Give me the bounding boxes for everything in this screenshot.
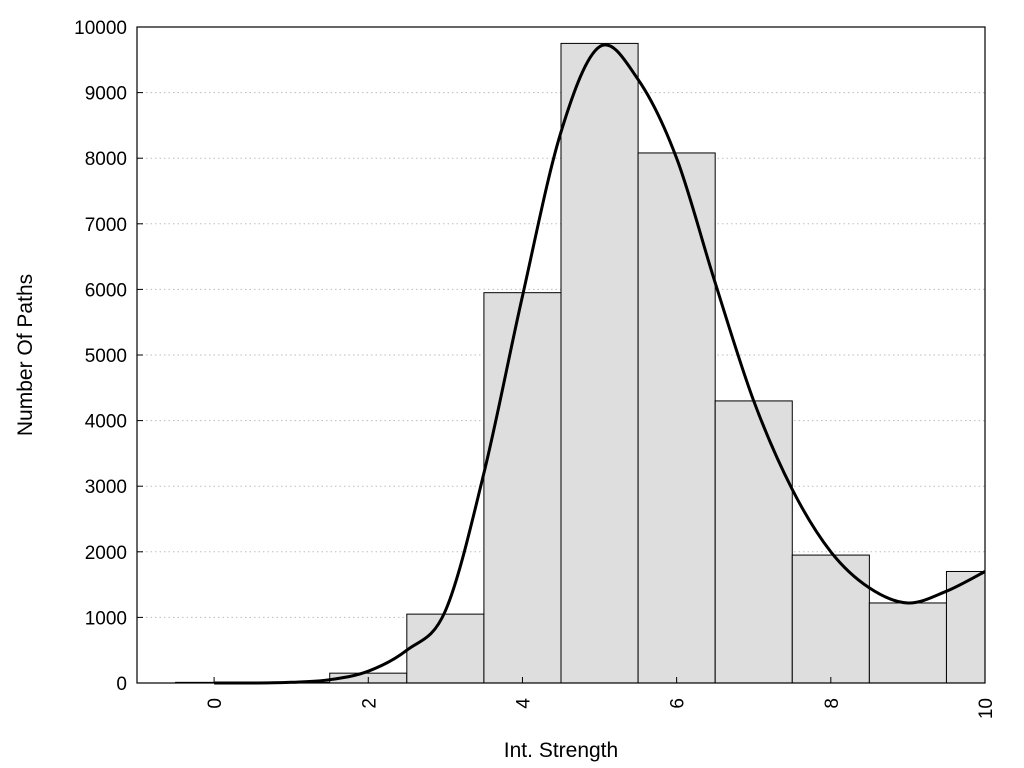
density-curve [214, 43, 986, 685]
x-axis-ticks: 0 2 4 6 8 10 [205, 677, 997, 719]
y-tick-label: 10000 [74, 18, 127, 39]
histogram-bar [868, 602, 947, 684]
y-tick-label: 1000 [85, 608, 127, 629]
histogram-bar [406, 613, 485, 684]
histogram-bar [945, 570, 986, 684]
x-tick-label: 2 [359, 698, 380, 709]
y-tick-label: 5000 [85, 346, 127, 367]
x-tick-label: 10 [976, 698, 997, 719]
x-tick-label: 6 [668, 698, 689, 709]
y-tick-label: 3000 [85, 477, 127, 498]
density-curve-layer [214, 43, 986, 685]
y-tick-label: 7000 [85, 215, 127, 236]
y-axis-title: Number Of Paths [14, 274, 37, 436]
y-tick-label: 4000 [85, 412, 127, 433]
x-tick-label: 0 [205, 698, 226, 709]
x-tick-label: 4 [513, 698, 534, 709]
y-tick-label: 2000 [85, 543, 127, 564]
histogram-bar [637, 152, 716, 684]
x-tick-label: 8 [822, 698, 843, 709]
y-tick-label: 9000 [85, 84, 127, 105]
bars [175, 42, 986, 684]
histogram-bar [560, 42, 639, 684]
x-axis-title: Int. Strength [504, 739, 618, 762]
histogram-bar [791, 554, 870, 684]
y-tick-label: 8000 [85, 149, 127, 170]
y-tick-label: 6000 [85, 280, 127, 301]
histogram-bar [483, 292, 562, 684]
y-tick-label: 0 [116, 674, 127, 695]
y-axis-ticks: 0 1000 2000 3000 4000 5000 6000 7000 8000 9000 100… [74, 18, 143, 695]
histogram-bar [714, 400, 793, 684]
